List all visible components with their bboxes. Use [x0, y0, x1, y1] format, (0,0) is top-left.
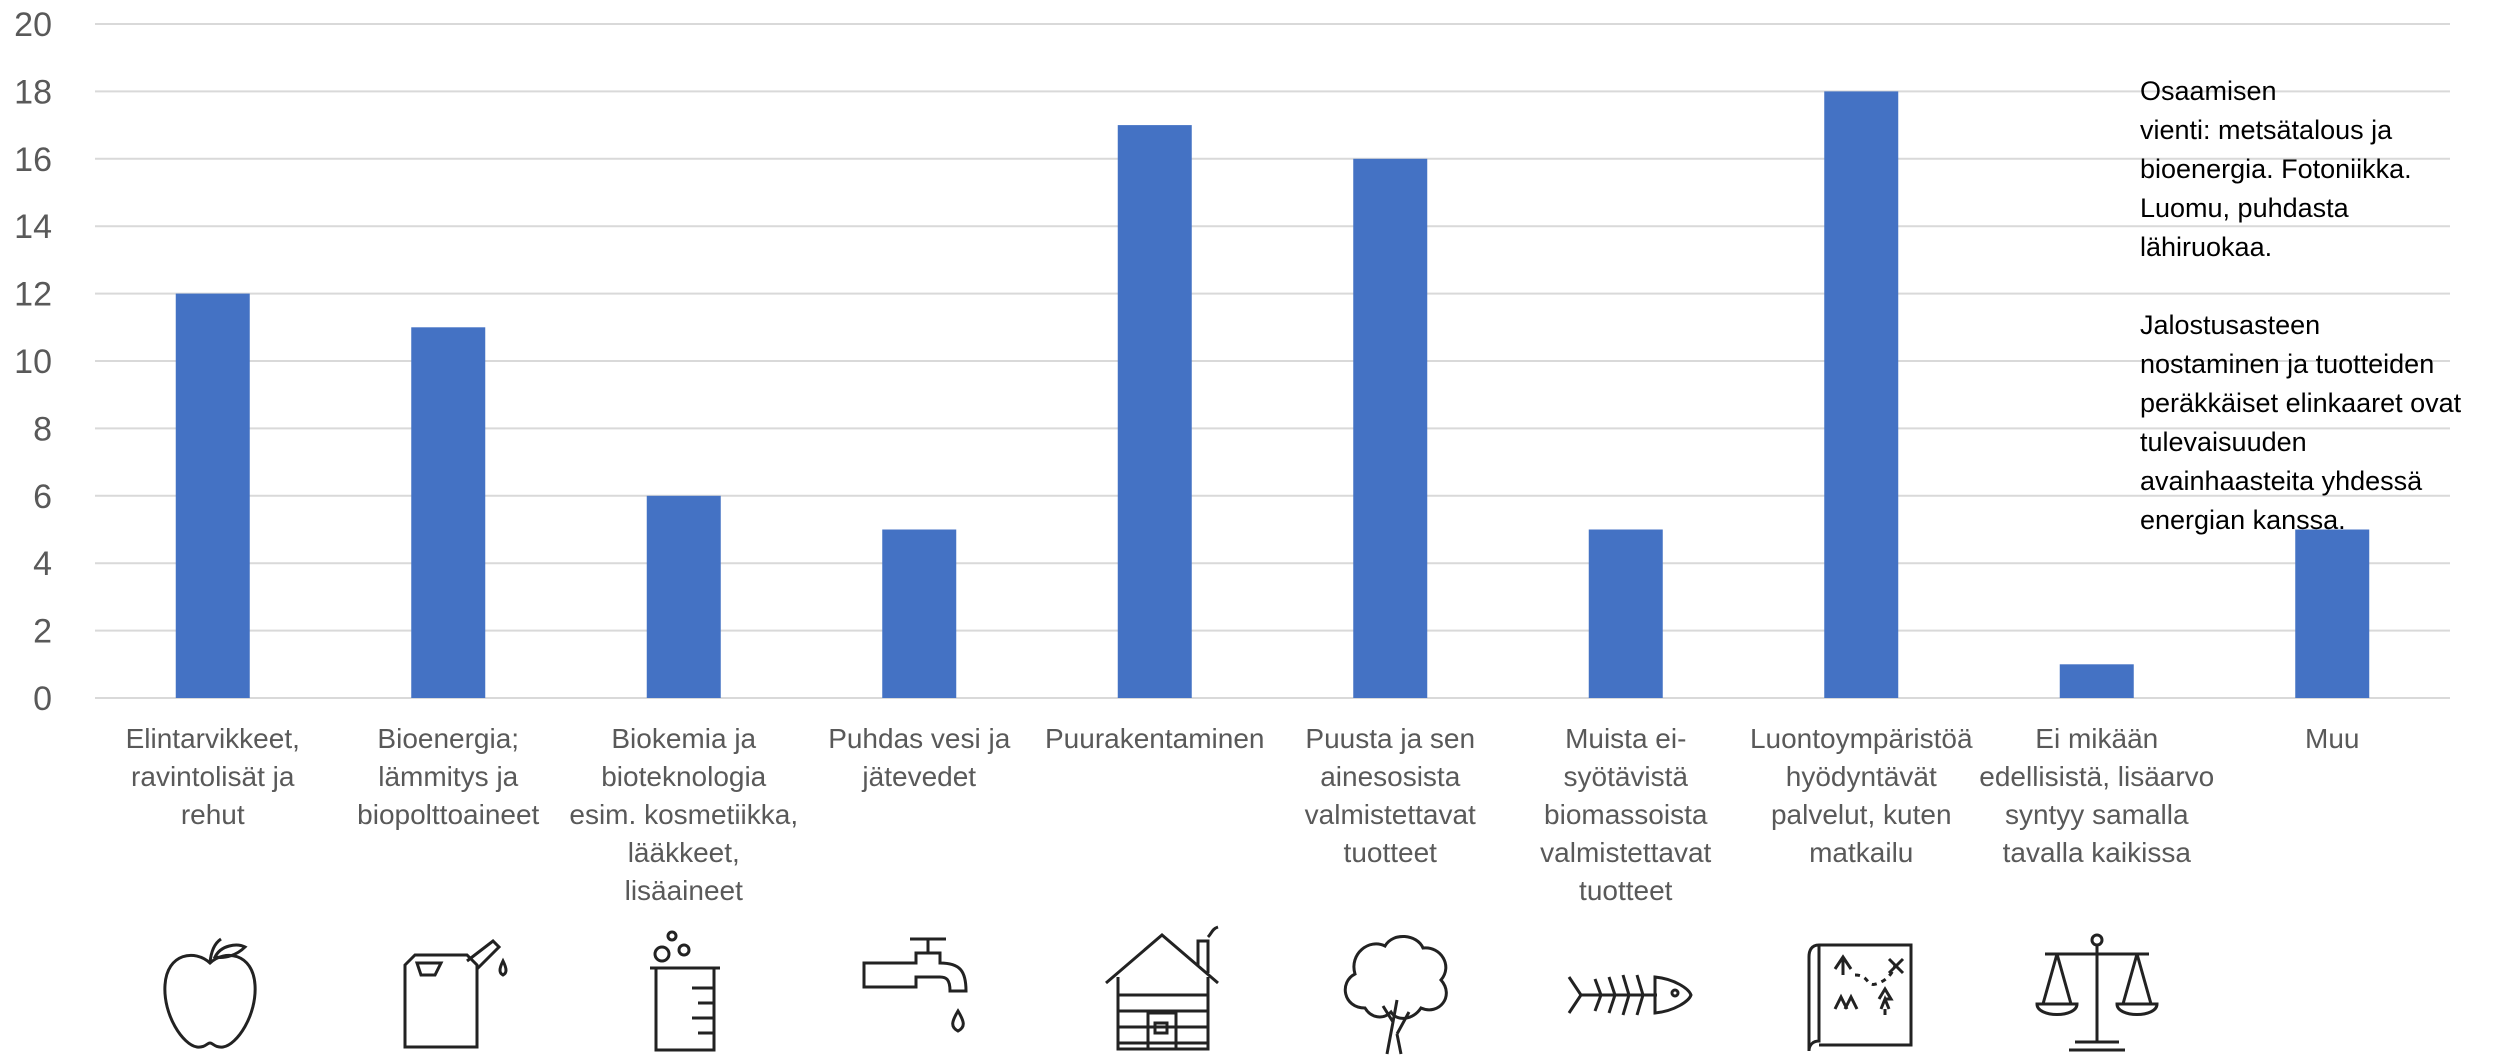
y-tick-label: 20 — [14, 6, 52, 44]
x-tick-label-line: Ei mikään — [2035, 723, 2158, 754]
x-tick-label-line: Biokemia ja — [611, 723, 756, 754]
x-tick-label-line: Puurakentaminen — [1045, 723, 1264, 754]
x-tick-label-line: tuotteet — [1579, 875, 1673, 906]
x-tick-label-line: bioteknologia — [601, 761, 766, 792]
x-tick-label-line: jätevedet — [861, 761, 976, 792]
x-tick-label: Muista ei-syötävistä biomassoista valmiste… — [1540, 723, 1711, 906]
x-tick-label-line: lämmitys ja — [378, 761, 518, 792]
x-tick-label-line: Puusta ja sen — [1305, 723, 1475, 754]
y-tick-label: 2 — [33, 613, 52, 651]
y-tick-label: 10 — [14, 343, 52, 381]
x-tick-label-line: matkailu — [1809, 837, 1913, 868]
y-tick-label: 16 — [14, 141, 52, 179]
bar — [1588, 529, 1663, 698]
x-tick-label-line: Elintarvikkeet, — [126, 723, 300, 754]
x-tick-label-line: syntyy samalla — [2005, 799, 2189, 830]
bar — [175, 293, 250, 698]
x-tick-label-line: biopolttoaineet — [357, 799, 539, 830]
bar — [646, 495, 721, 698]
x-tick-label-line: Luontoympäristöä — [1750, 723, 1973, 754]
bar — [1824, 91, 1899, 698]
x-tick-label-line: valmistettavat — [1305, 799, 1476, 830]
x-tick-label-line: rehut — [181, 799, 245, 830]
x-tick-label-line: Muu — [2305, 723, 2359, 754]
x-tick-label-line: ainesosista — [1320, 761, 1461, 792]
x-tick-label: Puurakentaminen — [1045, 723, 1264, 754]
x-tick-label: Muu — [2305, 723, 2359, 754]
x-tick-label-line: tuotteet — [1344, 837, 1438, 868]
x-tick-label-line: ravintolisät ja — [131, 761, 295, 792]
x-tick-label-line: Bioenergia; — [377, 723, 519, 754]
fish-bone-icon — [1567, 974, 1693, 1016]
annotation-text: Osaamisen vienti: metsätalous ja bioener… — [2140, 76, 2462, 535]
bar — [1117, 125, 1192, 699]
fuel-canister-icon — [403, 939, 508, 1049]
balance-scale-icon — [2035, 933, 2159, 1052]
x-tick-label-line: lääkkeet, — [628, 837, 740, 868]
y-tick-label: 18 — [14, 73, 52, 111]
x-tick-label-line: edellisistä, lisäarvo — [1979, 761, 2214, 792]
x-tick-label-line: esim. kosmetiikka, — [569, 799, 798, 830]
x-tick-label-line: syötävistä — [1564, 761, 1689, 792]
y-tick-label: 4 — [33, 545, 52, 583]
bar — [411, 327, 486, 698]
bar — [1353, 158, 1428, 699]
gridlines — [95, 23, 2450, 699]
x-tick-label: Luontoympäristöä hyödyntävät palvelut, kut… — [1750, 723, 1973, 868]
x-tick-label: Biokemia ja bioteknologia esim. kosmetiikk… — [569, 723, 798, 906]
x-tick-label: Bioenergia; lämmitys ja biopolttoaineet — [357, 723, 539, 830]
x-tick-label-line: valmistettavat — [1540, 837, 1711, 868]
bar — [2295, 529, 2370, 698]
y-tick-label: 8 — [33, 410, 52, 448]
water-tap-icon — [862, 937, 968, 1033]
y-tick-label: 0 — [33, 680, 52, 718]
log-cabin-icon — [1105, 925, 1219, 1051]
x-axis-labels: Elintarvikkeet, ravintolisät ja rehut Bioen… — [126, 723, 2360, 906]
y-tick-label: 14 — [14, 208, 52, 246]
x-tick-label-line: palvelut, kuten — [1771, 799, 1952, 830]
x-tick-label-line: lisäaineet — [625, 875, 744, 906]
beaker-icon — [650, 930, 720, 1052]
x-tick-label-line: Muista ei- — [1565, 723, 1686, 754]
x-tick-label-line: hyödyntävät — [1786, 761, 1937, 792]
y-axis-ticks: 0 2 4 6 8 10 12 14 16 18 20 — [14, 6, 52, 718]
x-tick-label-line: Puhdas vesi ja — [828, 723, 1011, 754]
x-tick-label: Ei mikään edellisistä, lisäarvo syntyy sam… — [1979, 723, 2214, 868]
x-tick-label-line: biomassoista — [1544, 799, 1708, 830]
x-tick-label: Elintarvikkeet, ravintolisät ja rehut — [126, 723, 300, 830]
treasure-map-icon — [1807, 943, 1913, 1052]
x-tick-label: Puhdas vesi ja jätevedet — [828, 723, 1011, 792]
y-tick-label: 6 — [33, 478, 52, 516]
bar — [2059, 664, 2134, 698]
x-tick-label-line: tavalla kaikissa — [2003, 837, 2192, 868]
bars — [175, 91, 2370, 699]
apple-icon — [163, 937, 257, 1049]
bar — [882, 529, 957, 698]
x-tick-label: Puusta ja sen ainesosista valmistettavat tu… — [1305, 723, 1476, 868]
tree-icon — [1343, 935, 1448, 1055]
y-tick-label: 12 — [14, 276, 52, 314]
